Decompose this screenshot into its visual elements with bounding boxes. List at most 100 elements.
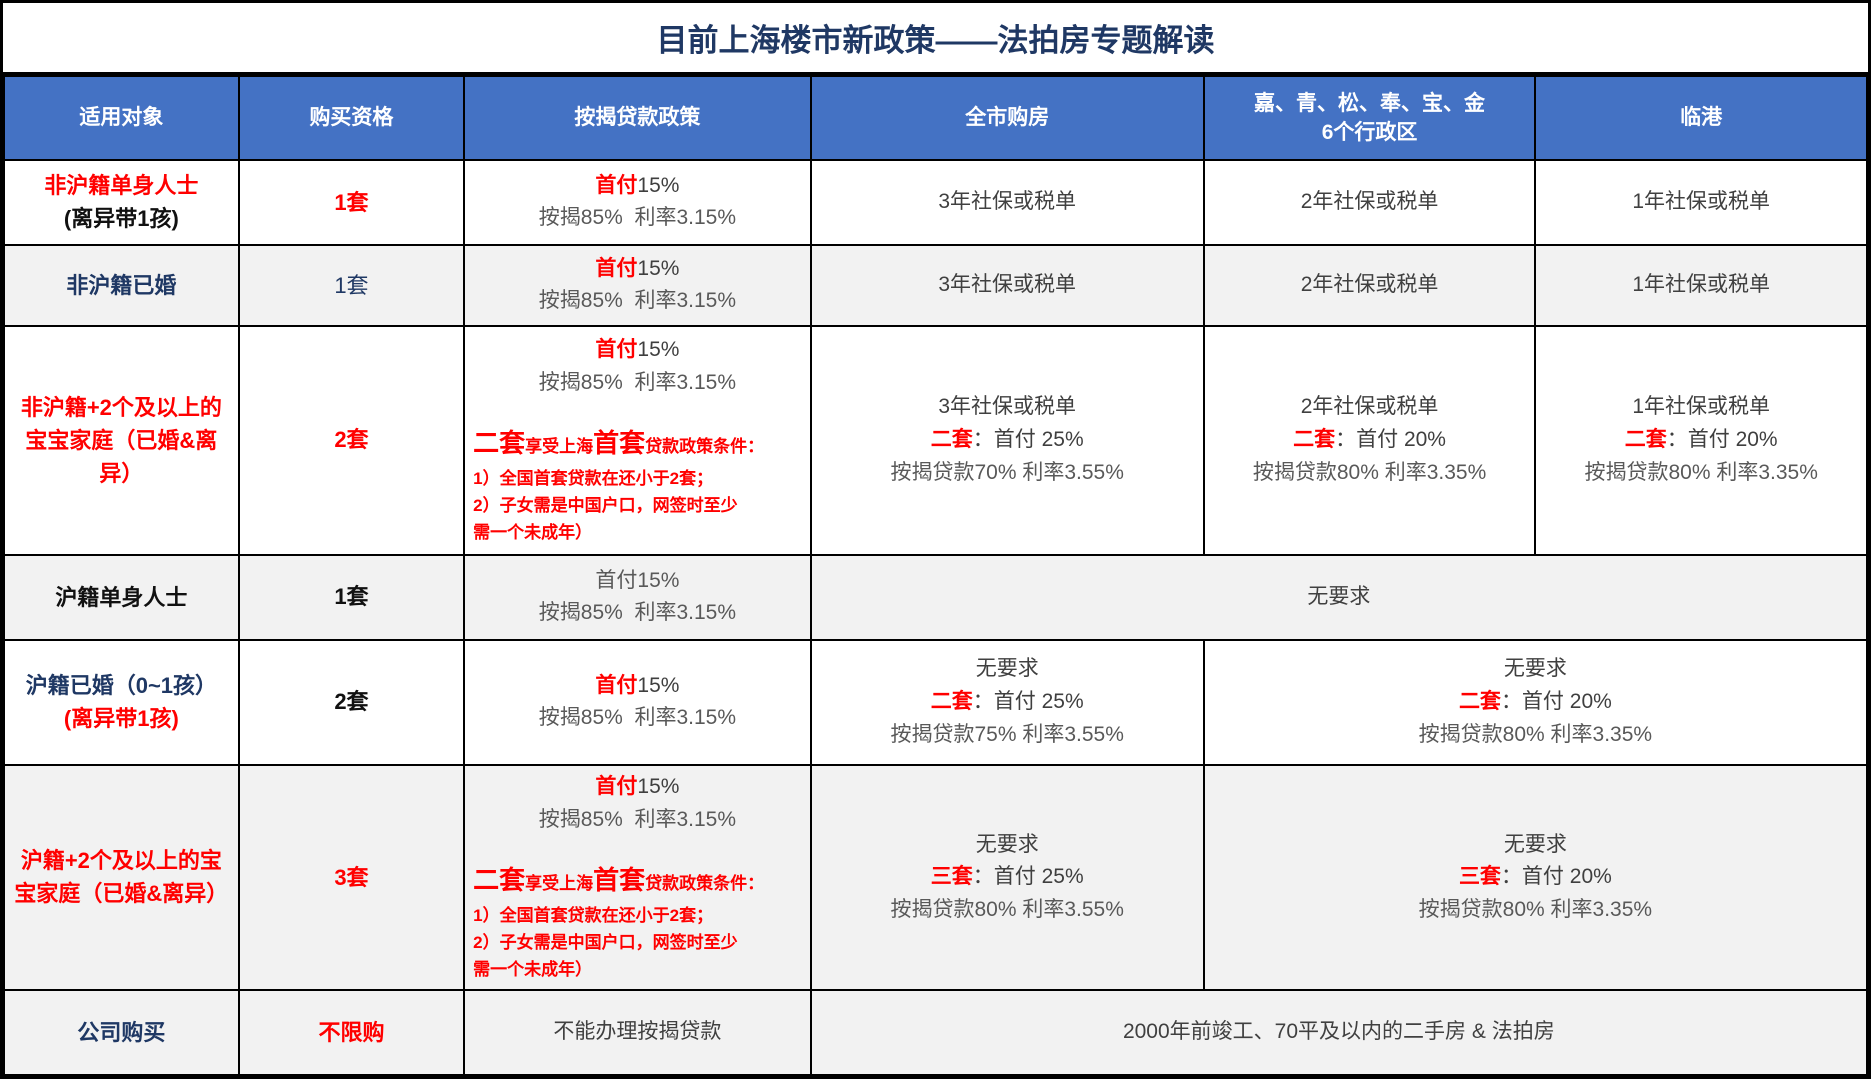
r6-note-seg1: 二套: [473, 865, 526, 896]
cell-r5-quota: 2套: [237, 638, 466, 767]
cell-r1-quota: 1套: [237, 159, 466, 246]
r2-downpayment-label: 首付: [595, 256, 638, 280]
cell-r7-scope-merged: 2000年前竣工、70平及以内的二手房 & 法拍房: [809, 988, 1869, 1077]
r3-six-line3: 按揭贷款80% 利率3.35%: [1252, 460, 1487, 484]
r6-policy-top: 首付15% 按揭85% 利率3.15%: [539, 771, 736, 836]
r6-merged-line3: 按揭贷款80% 利率3.35%: [1418, 897, 1653, 921]
r3-lingang-line1: 1年社保或税单: [1632, 395, 1771, 419]
cell-r3-who: 非沪籍+2个及以上的宝宝家庭（已婚&离异）: [3, 324, 240, 556]
r4-mortgage-rate-line: 按揭85% 利率3.15%: [538, 601, 737, 625]
r3-note-line4: 需一个未成年）: [473, 523, 593, 543]
r3-note-line1: 二套享受上海首套贷款政策条件：: [473, 423, 802, 465]
r3-six-line1: 2年社保或税单: [1300, 395, 1439, 419]
col-header-citywide: 全市购房: [809, 75, 1205, 161]
r3-who-label: 非沪籍+2个及以上的宝宝家庭（已婚&离异）: [20, 394, 222, 486]
r4-quota-value: 1套: [334, 584, 369, 610]
r6-note-line3: 2）子女需是中国户口，网签时至少: [473, 933, 738, 953]
cell-r4-quota: 1套: [237, 553, 466, 641]
r2-who-label: 非沪籍已婚: [66, 272, 177, 298]
r3-six-line2: 二套：首付 20%: [1213, 424, 1527, 457]
row-company-purchase: 公司购买 不限购 不能办理按揭贷款 2000年前竣工、70平及以内的二手房 & …: [3, 988, 1869, 1077]
row-nonlocal-married: 非沪籍已婚 1套 首付15% 按揭85% 利率3.15% 3年社保或税单 2年社…: [3, 243, 1868, 327]
r6-note-line4: 需一个未成年）: [473, 960, 593, 980]
r6-note-line2: 1）全国首套贷款在还小于2套；: [473, 906, 714, 926]
policy-table: 适用对象 购买资格 按揭贷款政策 全市购房 嘉、青、松、奉、宝、金 6个行政区 …: [3, 75, 1869, 1077]
page-title: 目前上海楼市新政策——法拍房专题解读: [3, 3, 1868, 75]
r6-citywide-line3: 按揭贷款80% 利率3.55%: [890, 897, 1124, 921]
cell-r5-policy: 首付15% 按揭85% 利率3.15%: [463, 638, 812, 767]
row-local-single: 沪籍单身人士 1套 首付15% 按揭85% 利率3.15% 无要求: [3, 553, 1869, 641]
r6-citywide-tao-rest: ：首付 25%: [972, 865, 1084, 889]
r3-lingang-line3: 按揭贷款80% 利率3.35%: [1584, 460, 1818, 484]
r6-mortgage-rate-line: 按揭85% 利率3.15%: [538, 807, 737, 831]
r3-downpayment-line: 首付15%: [539, 334, 736, 367]
r3-citywide-tao-rest: ：首付 25%: [972, 427, 1084, 451]
row-local-married: 沪籍已婚（0~1孩） (离异带1孩) 2套 首付15% 按揭85% 利率3.15…: [3, 638, 1869, 767]
cell-r3-quota: 2套: [237, 324, 466, 556]
cell-r5-who: 沪籍已婚（0~1孩） (离异带1孩): [3, 638, 240, 767]
r6-citywide-line1: 无要求: [975, 832, 1039, 856]
r3-downpayment-label: 首付: [595, 338, 638, 362]
six-districts-line1: 嘉、青、松、奉、宝、金: [1254, 91, 1486, 115]
r3-downpayment-value: 15%: [637, 338, 680, 362]
cell-r1-six-districts: 2年社保或税单: [1202, 159, 1537, 246]
r1-quota-value: 1套: [334, 189, 369, 215]
cell-r2-lingang: 1年社保或税单: [1534, 243, 1868, 327]
r3-citywide-line2: 二套：首付 25%: [820, 424, 1195, 457]
cell-r2-policy: 首付15% 按揭85% 利率3.15%: [463, 243, 812, 327]
r3-second-home-note: 二套享受上海首套贷款政策条件： 1）全国首套贷款在还小于2套； 2）子女需是中国…: [473, 423, 802, 546]
six-districts-line2: 6个行政区: [1321, 121, 1418, 144]
cell-r7-who: 公司购买: [3, 988, 240, 1077]
r5-downpayment-line: 首付15%: [473, 670, 802, 703]
cell-r1-policy: 首付15% 按揭85% 利率3.15%: [463, 159, 812, 246]
cell-r6-six-lingang-merged: 无要求 三套：首付 20% 按揭贷款80% 利率3.35%: [1202, 764, 1869, 991]
cell-r2-citywide: 3年社保或税单: [809, 243, 1205, 327]
r5-merged-line1: 无要求: [1503, 657, 1567, 681]
r6-merged-tao: 三套: [1458, 865, 1501, 889]
cell-r6-policy: 首付15% 按揭85% 利率3.15% 二套享受上海首套贷款政策条件： 1）全国…: [463, 764, 812, 991]
r6-citywide-tao: 三套: [930, 865, 973, 889]
r5-citywide-line2: 二套：首付 25%: [820, 686, 1195, 719]
r3-six-tao: 二套: [1293, 427, 1336, 451]
r3-note-seg1: 二套: [473, 428, 526, 459]
col-header-mortgage: 按揭贷款政策: [463, 75, 812, 161]
r3-quota-value: 2套: [334, 427, 369, 453]
r3-citywide-line3: 按揭贷款70% 利率3.55%: [890, 460, 1124, 484]
cell-r6-citywide: 无要求 三套：首付 25% 按揭贷款80% 利率3.55%: [809, 764, 1205, 991]
r3-lingang-line2: 二套：首付 20%: [1544, 424, 1858, 457]
r6-downpayment-value: 15%: [637, 775, 680, 799]
cell-r7-quota: 不限购: [237, 988, 466, 1077]
r5-mortgage-rate-line: 按揭85% 利率3.15%: [538, 706, 737, 730]
cell-r4-no-requirement: 无要求: [809, 553, 1869, 641]
cell-r3-citywide: 3年社保或税单 二套：首付 25% 按揭贷款70% 利率3.55%: [809, 324, 1205, 556]
r5-quota-value: 2套: [334, 689, 369, 715]
cell-r4-policy: 首付15% 按揭85% 利率3.15%: [463, 553, 812, 641]
col-header-six-districts: 嘉、青、松、奉、宝、金 6个行政区: [1202, 75, 1537, 161]
r3-lingang-tao-rest: ：首付 20%: [1666, 427, 1778, 451]
r5-merged-tao-rest: ：首付 20%: [1500, 690, 1612, 714]
r5-who-line2: (离异带1孩): [63, 706, 179, 732]
r5-merged-line2: 二套：首付 20%: [1213, 686, 1858, 719]
r3-note-line3: 2）子女需是中国户口，网签时至少: [473, 496, 738, 515]
r3-note-seg4: 贷款政策条件：: [645, 437, 765, 457]
r2-downpayment-line: 首付15%: [473, 253, 802, 286]
r6-note-line1: 二套享受上海首套贷款政策条件：: [473, 860, 802, 902]
r3-lingang-tao: 二套: [1624, 427, 1667, 451]
r5-citywide-line3: 按揭贷款75% 利率3.55%: [890, 722, 1124, 746]
row-nonlocal-single: 非沪籍单身人士 (离异带1孩) 1套 首付15% 按揭85% 利率3.15% 3…: [3, 159, 1868, 246]
r4-who-label: 沪籍单身人士: [55, 584, 188, 610]
row-local-two-kids: 沪籍+2个及以上的宝宝家庭（已婚&离异） 3套 首付15% 按揭85% 利率3.…: [3, 764, 1869, 991]
r7-who-label: 公司购买: [77, 1019, 166, 1045]
cell-r1-who: 非沪籍单身人士 (离异带1孩): [3, 159, 240, 246]
r6-who-label: 沪籍+2个及以上的宝宝家庭（已婚&离异）: [14, 848, 229, 907]
r5-who-line1: 沪籍已婚（0~1孩）: [25, 673, 218, 699]
cell-r7-policy: 不能办理按揭贷款: [463, 988, 812, 1077]
r5-downpayment-label: 首付: [595, 673, 638, 697]
r7-quota-value: 不限购: [318, 1019, 385, 1045]
r1-downpayment-line: 首付15%: [473, 170, 802, 203]
row-nonlocal-two-kids: 非沪籍+2个及以上的宝宝家庭（已婚&离异） 2套 首付15% 按揭85% 利率3…: [3, 324, 1868, 556]
cell-r5-six-lingang-merged: 无要求 二套：首付 20% 按揭贷款80% 利率3.35%: [1202, 638, 1869, 767]
cell-r2-who: 非沪籍已婚: [3, 243, 240, 327]
r1-who-line2: (离异带1孩): [63, 206, 179, 232]
